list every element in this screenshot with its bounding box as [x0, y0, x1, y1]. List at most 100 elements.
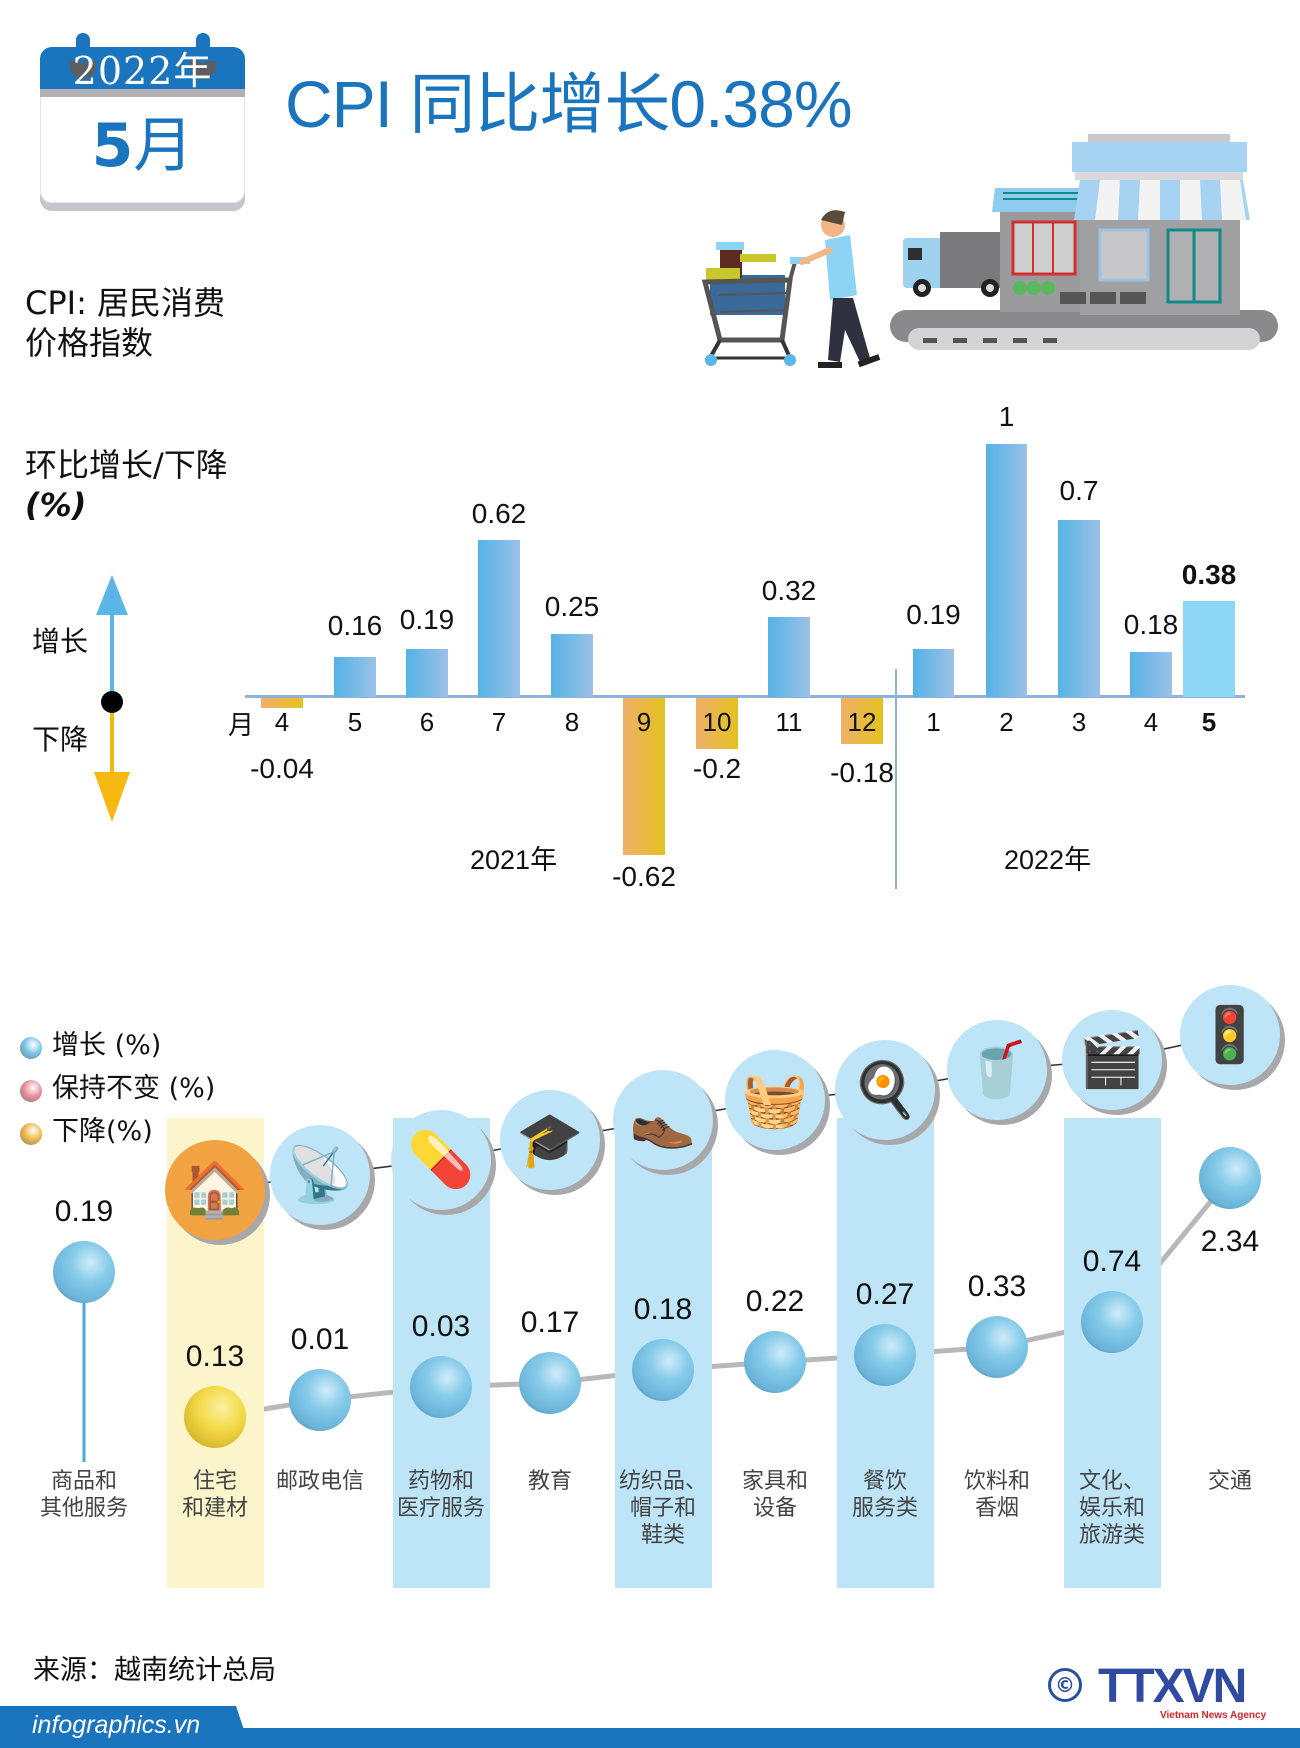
- ttxvn-logo-subtitle: Vietnam News Agency: [1160, 1710, 1267, 1721]
- category-label-transport: 交通: [1170, 1468, 1290, 1495]
- data-point-furniture: [744, 1331, 806, 1393]
- bar-month-label: 9: [636, 707, 652, 737]
- value-label-textiles: 0.18: [633, 1293, 693, 1326]
- housing-icon: 🏠: [165, 1140, 265, 1240]
- bar-month-2: [986, 444, 1027, 697]
- bar-value-label: -0.04: [250, 753, 314, 784]
- data-point-post-telecom: [289, 1369, 351, 1431]
- legend-ball-icon: [20, 1080, 42, 1102]
- bar-chart-title: 环比增长/下降 (%): [25, 445, 228, 525]
- value-label-furniture: 0.22: [745, 1285, 805, 1318]
- bar-month-label: 7: [491, 707, 507, 737]
- bar-month-label: 2: [999, 707, 1014, 737]
- bar-value-label: 1: [998, 401, 1015, 432]
- bar-value-label: 0.19: [906, 599, 961, 630]
- category-label-line: 帽子和: [629, 1496, 696, 1521]
- value-label-post-telecom: 0.01: [290, 1323, 350, 1356]
- bar-chart-title-line1: 环比增长/下降: [25, 446, 228, 484]
- highlight-band-culture-tourism: [1064, 1118, 1161, 1588]
- category-label-line: 餐饮: [862, 1469, 907, 1494]
- legend-label: 下降(%): [52, 1116, 153, 1147]
- category-label-furniture: 家具和 设备: [715, 1468, 835, 1522]
- legend-ball-icon: [20, 1037, 42, 1059]
- category-label-line: 邮政电信: [275, 1469, 364, 1494]
- bar-month-5: [1183, 601, 1235, 697]
- bar-month-label: 5: [1201, 707, 1217, 737]
- year-label-2021: 2021年: [470, 845, 558, 875]
- calendar-year: 2022年: [72, 49, 213, 93]
- bar-month-9: [623, 698, 665, 855]
- bar-value-label: 0.62: [471, 498, 527, 529]
- bar-value-label: -0.18: [830, 757, 894, 788]
- category-label-line: 家具和: [741, 1469, 808, 1494]
- bar-month-label: 5: [347, 707, 363, 737]
- bar-month-6: [406, 649, 448, 697]
- arrow-down-icon: [94, 772, 130, 822]
- category-label-line: 纺织品、: [618, 1469, 707, 1494]
- calendar-ring-icon: [196, 33, 210, 63]
- decrease-arrow-line: [110, 702, 114, 782]
- bar-month-label: 4: [274, 707, 290, 737]
- medicine-icon: 💊: [391, 1110, 491, 1210]
- category-label-line: 设备: [752, 1496, 797, 1521]
- bar-month-label: 12: [847, 707, 877, 737]
- data-point-medicine: [410, 1356, 472, 1418]
- data-point-culture-tourism: [1081, 1291, 1143, 1353]
- bar-chart-unit: (%): [25, 486, 87, 524]
- legend-decrease-label: 下降: [32, 723, 89, 756]
- ttxvn-logo: TTXVN: [1098, 1660, 1247, 1713]
- category-label-line: 旅游类: [1078, 1523, 1145, 1548]
- bar-month-label: 4: [1143, 707, 1159, 737]
- year-label-2022: 2022年: [1004, 845, 1092, 875]
- bar-month-label: 11: [775, 707, 803, 737]
- category-label-line: 教育: [527, 1469, 572, 1494]
- x-axis-line: [245, 695, 1245, 698]
- category-label-line: 香烟: [974, 1496, 1019, 1521]
- store-icon: [890, 134, 1278, 350]
- textiles-icon: 👞: [613, 1070, 713, 1170]
- furniture-icon: 🧺: [725, 1050, 825, 1150]
- category-label-housing: 住宅 和建材: [155, 1468, 275, 1522]
- x-axis-month-label: 月: [228, 711, 255, 741]
- category-label-line: 药物和: [407, 1469, 474, 1494]
- bar-month-8: [551, 634, 593, 697]
- category-label-line: 住宅: [192, 1469, 237, 1494]
- bar-value-label: 0.19: [399, 604, 455, 635]
- page-title: CPI 同比增长0.38%: [285, 67, 852, 141]
- bar-month-label: 1: [926, 707, 941, 737]
- value-label-other-goods: 0.19: [54, 1195, 114, 1228]
- arrow-up-icon: [96, 575, 128, 615]
- calendar-ring-hole: [70, 61, 96, 79]
- bar-value-label: 0.18: [1123, 609, 1179, 640]
- date-calendar-badge: 2022年 5月: [40, 33, 245, 211]
- legend-increase-label: 增长: [32, 625, 89, 658]
- bar-value-label: 0.7: [1059, 475, 1099, 506]
- bar-month-10: [696, 698, 738, 749]
- cpi-definition-line1: CPI: 居民消费: [25, 284, 226, 322]
- category-label-line: 娱乐和: [1078, 1496, 1145, 1521]
- category-label-medicine: 药物和 医疗服务: [381, 1468, 501, 1522]
- category-label-beverage-tobacco: 饮料和 香烟: [937, 1468, 1057, 1522]
- bar-month-7: [478, 540, 520, 697]
- bar-month-4: [1130, 652, 1172, 697]
- copyright-icon: ©: [1048, 1668, 1082, 1702]
- shopper-with-cart-icon: [701, 210, 881, 368]
- calendar-ring-icon: [76, 33, 90, 63]
- category-label-culture-tourism: 文化、 娱乐和 旅游类: [1052, 1468, 1172, 1549]
- site-link[interactable]: infographics.vn: [32, 1711, 201, 1739]
- year-divider-line: [895, 669, 897, 889]
- bar-month-label: 6: [419, 707, 435, 737]
- value-label-housing: 0.13: [185, 1340, 245, 1373]
- data-point-other-goods: [53, 1241, 115, 1303]
- cpi-definition: CPI: 居民消费 价格指数: [25, 283, 225, 363]
- post-telecom-icon: 📡: [270, 1125, 370, 1225]
- bar-month-12: [841, 698, 883, 744]
- bar-value-label: 0.16: [327, 610, 383, 641]
- footer-tab: [0, 1706, 250, 1748]
- bar-month-label: 8: [564, 707, 580, 737]
- category-label-line: 商品和: [50, 1469, 117, 1494]
- bar-value-label: -0.62: [612, 861, 676, 892]
- legend-ball-icon: [20, 1123, 42, 1145]
- data-source: 来源：越南统计总局: [33, 1655, 276, 1686]
- legend-label: 增长 (%): [52, 1030, 162, 1061]
